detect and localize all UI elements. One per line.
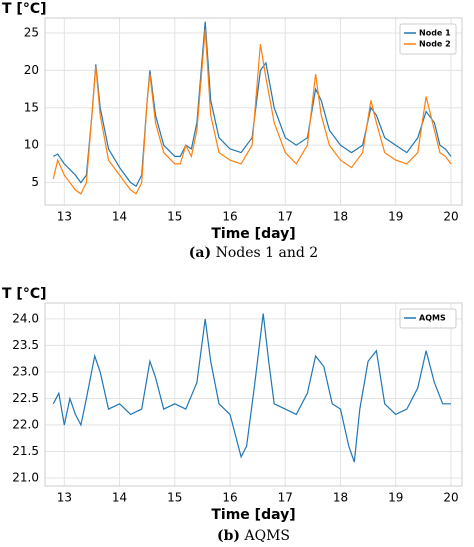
y-tick-label: 15 [24, 100, 39, 114]
x-tick-label: 18 [333, 491, 348, 505]
x-tick-label: 13 [57, 491, 72, 505]
series-line [52, 313, 451, 463]
x-tick-label: 16 [222, 491, 237, 505]
x-tick-label: 18 [333, 210, 348, 224]
x-tick-label: 16 [222, 210, 237, 224]
x-tick-label: 15 [167, 210, 182, 224]
x-tick-label: 17 [278, 210, 293, 224]
plot-frame [44, 17, 463, 206]
x-tick-label: 20 [443, 491, 458, 505]
series-line [52, 29, 452, 195]
x-tick-label: 20 [443, 210, 458, 224]
legend-label: AQMS [419, 314, 446, 323]
caption-label: (b) [217, 528, 240, 544]
y-tick-label: 5 [31, 175, 39, 189]
x-tick-label: 15 [167, 491, 182, 505]
caption: (b) AQMS [217, 528, 290, 544]
x-tick-label: 19 [388, 491, 403, 505]
legend-box [399, 308, 457, 329]
y-tick-label: 23.0 [12, 364, 39, 378]
caption-text: Nodes 1 and 2 [216, 245, 319, 261]
series-line [53, 21, 452, 188]
x-tick-label: 14 [112, 210, 127, 224]
x-tick-label: 19 [388, 210, 403, 224]
caption-label: (a) [189, 245, 211, 261]
y-axis-label: T [°C] [2, 1, 47, 17]
x-axis-label: Time [day] [211, 507, 295, 523]
y-tick-label: 20 [24, 63, 39, 77]
caption-text: AQMS [243, 528, 290, 544]
x-tick-label: 17 [278, 491, 293, 505]
y-tick-label: 21.5 [12, 444, 39, 458]
y-tick-label: 10 [24, 138, 39, 152]
y-tick-label: 24.0 [12, 311, 39, 325]
x-tick-label: 13 [57, 210, 72, 224]
legend-label: Node 2 [419, 40, 451, 49]
y-axis-label: T [°C] [2, 286, 47, 302]
y-tick-label: 23.5 [12, 338, 39, 352]
caption: (a) Nodes 1 and 2 [189, 245, 318, 261]
legend-box [399, 23, 457, 55]
y-tick-label: 22.0 [12, 418, 39, 432]
y-tick-label: 22.5 [12, 391, 39, 405]
y-tick-label: 25 [24, 25, 39, 39]
x-axis-label: Time [day] [211, 226, 295, 242]
plot-frame [44, 302, 463, 487]
y-tick-label: 21.0 [12, 471, 39, 485]
legend-label: Node 1 [419, 29, 451, 38]
x-tick-label: 14 [112, 491, 127, 505]
